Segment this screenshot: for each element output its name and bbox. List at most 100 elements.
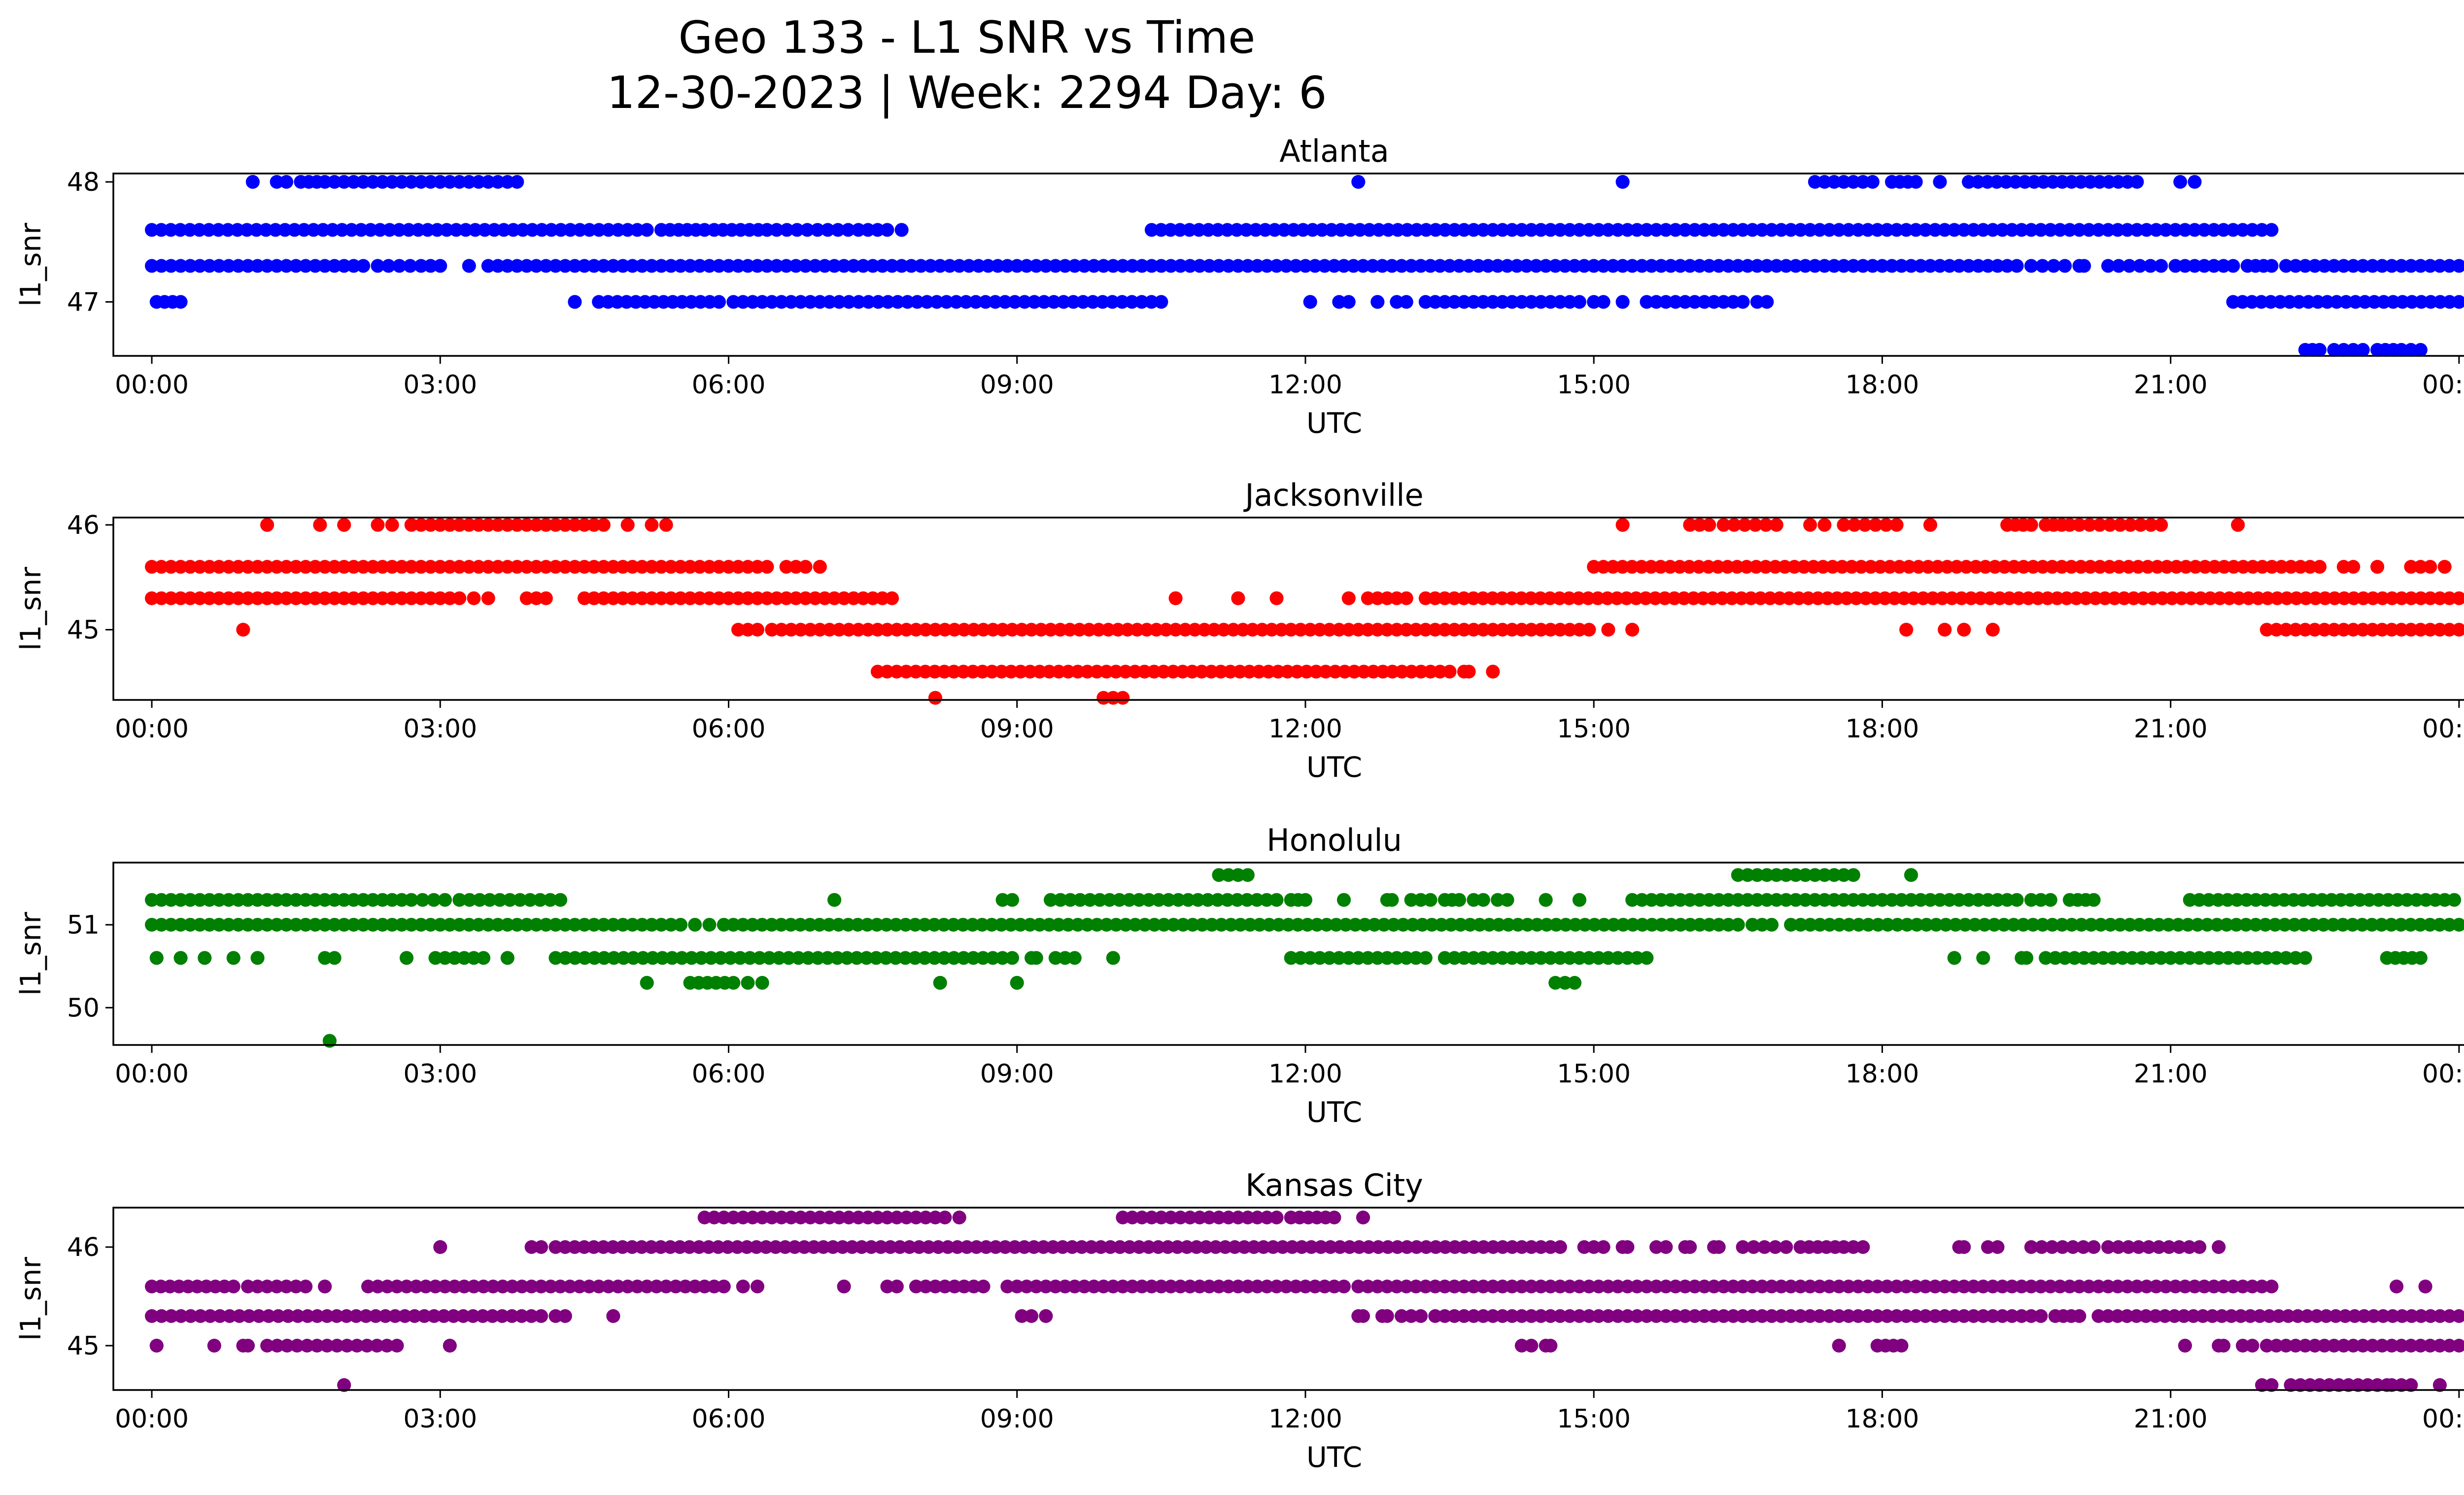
data-point bbox=[1923, 259, 1937, 273]
data-point bbox=[1093, 893, 1107, 907]
data-point bbox=[398, 1309, 412, 1323]
data-point bbox=[1849, 591, 1863, 605]
data-point bbox=[1467, 951, 1481, 965]
figure-title-line2: 12-30-2023 | Week: 2294 Day: 6 bbox=[607, 67, 1327, 119]
data-point bbox=[1052, 664, 1066, 679]
data-point bbox=[1683, 518, 1697, 532]
data-point bbox=[842, 623, 856, 637]
data-point bbox=[2131, 559, 2145, 574]
data-point bbox=[193, 559, 207, 574]
data-point bbox=[1048, 951, 1062, 965]
data-point bbox=[1380, 1309, 1394, 1323]
data-point bbox=[2226, 559, 2241, 574]
data-point bbox=[947, 1280, 961, 1293]
data-point bbox=[1230, 893, 1244, 907]
data-point bbox=[760, 591, 774, 605]
data-point bbox=[1351, 175, 1366, 189]
data-point bbox=[193, 893, 207, 907]
data-point bbox=[371, 1280, 385, 1293]
data-point bbox=[697, 1280, 712, 1293]
data-point bbox=[529, 518, 544, 532]
data-point bbox=[611, 1280, 625, 1293]
data-point bbox=[529, 259, 544, 273]
data-point bbox=[270, 591, 284, 605]
data-point bbox=[2346, 1339, 2361, 1353]
data-point bbox=[1193, 259, 1207, 273]
data-point bbox=[2452, 591, 2464, 605]
data-point bbox=[385, 591, 399, 605]
data-point bbox=[2423, 1339, 2437, 1353]
data-point bbox=[1716, 518, 1731, 532]
data-point bbox=[2101, 1280, 2115, 1293]
data-point bbox=[2101, 1240, 2115, 1254]
data-point bbox=[625, 591, 640, 605]
data-point bbox=[1168, 591, 1183, 605]
data-point bbox=[1985, 1309, 2000, 1323]
data-point bbox=[2010, 893, 2024, 907]
data-point bbox=[529, 559, 544, 574]
data-point bbox=[2203, 591, 2218, 605]
data-point bbox=[1342, 1240, 1357, 1254]
data-point bbox=[2281, 1309, 2295, 1323]
data-point bbox=[1314, 1240, 1328, 1254]
data-point bbox=[1151, 1240, 1165, 1254]
data-point bbox=[226, 951, 240, 965]
x-axis-label: UTC bbox=[1306, 407, 1362, 440]
data-point bbox=[1221, 1211, 1235, 1224]
data-point bbox=[1467, 893, 1481, 907]
data-point bbox=[803, 918, 817, 932]
data-point bbox=[301, 1309, 315, 1323]
data-point bbox=[404, 918, 418, 932]
data-point bbox=[2404, 1339, 2418, 1353]
data-point bbox=[1649, 1280, 1663, 1293]
data-point bbox=[880, 664, 894, 679]
data-point bbox=[1534, 295, 1548, 309]
data-point bbox=[654, 918, 668, 932]
data-point bbox=[1495, 223, 1509, 237]
data-point bbox=[697, 223, 712, 237]
data-point bbox=[1745, 1280, 1760, 1293]
data-point bbox=[356, 918, 371, 932]
data-point bbox=[203, 259, 217, 273]
data-point bbox=[404, 518, 418, 532]
data-point bbox=[2192, 1240, 2207, 1254]
data-point bbox=[2313, 559, 2327, 574]
data-point bbox=[1760, 893, 1774, 907]
data-point bbox=[2182, 1240, 2196, 1254]
data-point bbox=[768, 1240, 783, 1254]
data-point bbox=[1096, 259, 1111, 273]
data-point bbox=[443, 518, 457, 532]
data-point bbox=[2336, 623, 2351, 637]
data-point bbox=[1501, 918, 1515, 932]
data-point bbox=[481, 518, 495, 532]
data-point bbox=[1162, 893, 1176, 907]
data-point bbox=[1017, 1240, 1031, 1254]
data-point bbox=[327, 559, 342, 574]
data-point bbox=[835, 1240, 850, 1254]
data-point bbox=[548, 1309, 563, 1323]
data-point bbox=[1664, 893, 1678, 907]
data-point bbox=[505, 1309, 519, 1323]
data-point bbox=[2404, 623, 2418, 637]
data-point bbox=[1851, 1280, 1865, 1293]
data-point bbox=[373, 223, 387, 237]
data-point bbox=[938, 623, 952, 637]
data-point bbox=[313, 518, 327, 532]
data-point bbox=[1669, 1280, 1682, 1293]
data-point bbox=[1250, 1280, 1265, 1293]
data-point bbox=[1573, 1309, 1586, 1323]
data-point bbox=[2069, 591, 2084, 605]
data-point bbox=[919, 1280, 933, 1293]
data-point bbox=[1859, 591, 1873, 605]
data-point bbox=[1861, 223, 1875, 237]
data-point bbox=[1086, 295, 1100, 309]
data-point bbox=[986, 951, 1000, 965]
data-point bbox=[1005, 951, 1019, 965]
data-point bbox=[908, 918, 923, 932]
data-point bbox=[154, 259, 169, 273]
data-point bbox=[2207, 559, 2222, 574]
data-point bbox=[978, 295, 992, 309]
data-point bbox=[596, 591, 611, 605]
data-point bbox=[241, 1280, 255, 1293]
data-point bbox=[1620, 1309, 1635, 1323]
